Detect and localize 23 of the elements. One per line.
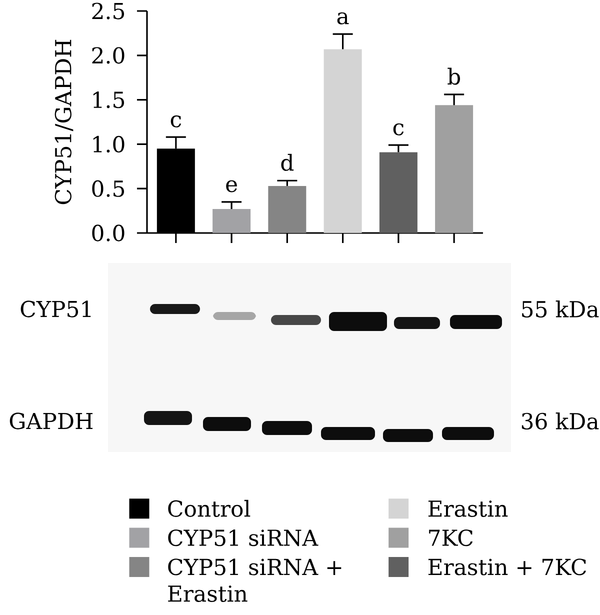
y-axis-title: CYP51/GAPDH — [54, 40, 74, 204]
legend-label: CYP51 siRNA — [168, 529, 318, 546]
y-tick-label: 0.5 — [92, 180, 124, 197]
y-tick-label: 0.0 — [92, 224, 124, 242]
y-tick-label: 2.5 — [92, 2, 124, 20]
legend-label: 7KC — [429, 529, 473, 546]
data-label: c — [170, 115, 182, 128]
text: 36 kDa — [522, 412, 599, 430]
data-label: c — [393, 123, 404, 136]
text: CYP51 — [20, 300, 91, 318]
legend-label: Erastin + 7KC — [428, 558, 586, 576]
legend-label: Erastin — [428, 500, 508, 517]
text: GAPDH — [10, 412, 93, 430]
text: 55 kDa — [522, 300, 599, 318]
data-label: d — [281, 154, 294, 171]
y-tick-label: 1.5 — [93, 91, 124, 108]
legend-label: Control — [168, 500, 250, 517]
data-label: a — [337, 12, 349, 24]
y-tick-label: 2.0 — [92, 47, 124, 64]
data-label: b — [448, 68, 460, 85]
legend-label: CYP51 siRNA + Erastin — [168, 558, 342, 602]
data-label: e — [226, 180, 237, 192]
y-tick-label: 1.0 — [93, 136, 124, 153]
